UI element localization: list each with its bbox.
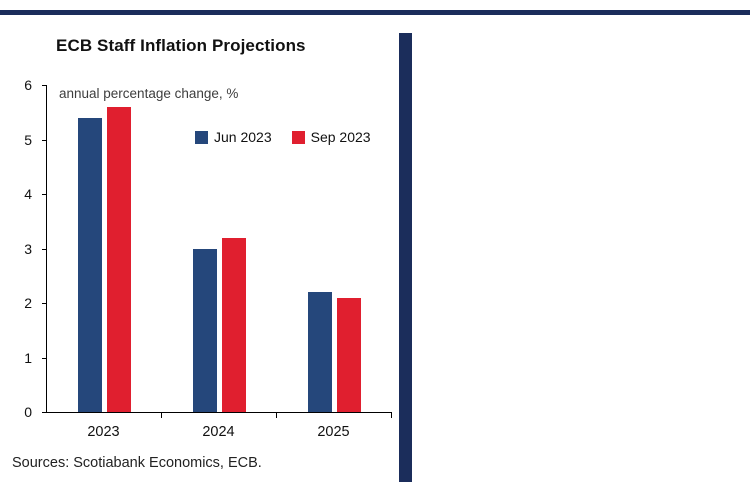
bar-sep-2023-2025: [337, 297, 361, 412]
x-axis-tick-mark: [276, 413, 277, 418]
y-axis-tick-mark: [42, 412, 47, 413]
bar-jun-2023-2024: [193, 248, 217, 412]
y-axis: 0 1 2 3 4 5 6: [0, 77, 42, 420]
legend-item: Jun 2023: [195, 129, 272, 145]
x-axis-tick-mark: [161, 413, 162, 418]
legend-item: Sep 2023: [291, 129, 371, 145]
x-axis-labels: 2023 2024 2025: [46, 424, 391, 440]
x-axis-category-label: 2023: [87, 424, 120, 440]
legend: Jun 2023 Sep 2023: [195, 129, 371, 145]
bar-jun-2023-2023: [78, 117, 102, 412]
x-axis-tick-mark: [391, 413, 392, 418]
y-axis-tick-label: 1: [24, 349, 32, 366]
y-axis-tick-mark: [42, 248, 47, 250]
right-border-strip: [399, 33, 412, 482]
y-axis-tick-label: 5: [24, 131, 32, 148]
bar-group-2025: [277, 85, 392, 412]
y-axis-tick-mark: [42, 357, 47, 359]
chart-title: ECB Staff Inflation Projections: [56, 36, 306, 55]
x-axis-category-label: 2024: [202, 424, 235, 440]
y-axis-tick-label: 2: [24, 295, 32, 311]
x-axis-category-label: 2025: [317, 424, 350, 440]
y-axis-tick-mark: [42, 85, 47, 86]
y-axis-tick-label: 3: [24, 240, 32, 257]
y-axis-tick-mark: [42, 194, 47, 195]
y-axis-tick-label: 0: [24, 404, 32, 420]
plot-area: annual percentage change, % Jun 2023 Sep …: [42, 85, 392, 418]
source-note: Sources: Scotiabank Economics, ECB.: [12, 455, 262, 471]
bar-group-2023: [47, 85, 162, 412]
legend-swatch-icon: [195, 130, 208, 144]
y-axis-tick-mark: [42, 303, 47, 304]
bar-groups: [47, 85, 392, 412]
legend-swatch-icon: [291, 130, 305, 144]
bar-sep-2023-2023: [107, 106, 131, 412]
bar-group-2024: [162, 85, 277, 412]
legend-label: Jun 2023: [214, 129, 272, 145]
y-axis-tick-label: 4: [24, 186, 32, 202]
y-axis-tick-label: 6: [24, 77, 32, 93]
legend-label: Sep 2023: [310, 129, 371, 145]
bar-sep-2023-2024: [222, 237, 246, 412]
bar-jun-2023-2025: [308, 292, 332, 412]
top-border-rule: [0, 10, 750, 15]
y-axis-tick-mark: [42, 139, 47, 141]
chart-subtitle: annual percentage change, %: [59, 86, 239, 101]
